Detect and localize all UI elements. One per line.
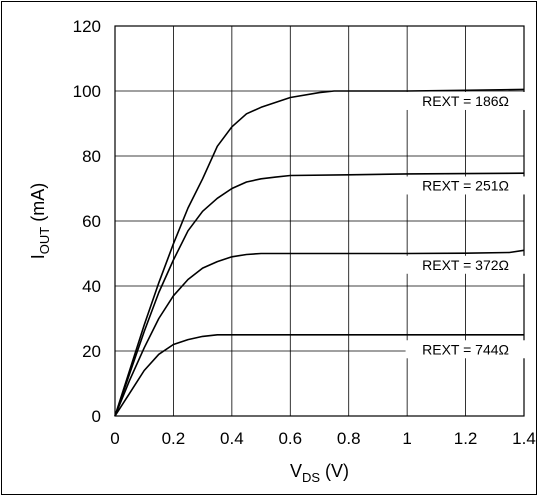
- y-axis-label-unit: (mA): [28, 183, 48, 227]
- y-tick-label: 100: [73, 82, 101, 101]
- y-tick-labels: 0 20 40 60 80 100 120: [73, 17, 101, 426]
- x-axis-label-unit: (V): [320, 461, 349, 481]
- series-line-2: [114, 249, 525, 417]
- x-tick-labels: 0 0.2 0.4 0.6 0.8 1 1.2 1.4: [110, 429, 536, 448]
- x-axis-label-sub: DS: [302, 470, 320, 485]
- curve-label-0: REXT = 186Ω: [422, 93, 509, 109]
- series-lines: [114, 88, 525, 417]
- curve-label-bg-1: [405, 176, 526, 195]
- x-axis-label: VDS (V): [290, 461, 349, 485]
- curve-label-1: REXT = 251Ω: [422, 177, 509, 193]
- series-line-1: [114, 172, 525, 417]
- curve-label-3: REXT = 744Ω: [422, 341, 509, 357]
- y-tick-label: 80: [82, 147, 101, 166]
- curve-label-bg-0: [405, 91, 526, 110]
- y-tick-label: 0: [92, 407, 101, 426]
- plot-area: [114, 25, 525, 417]
- curve-labels: REXT = 186Ω REXT = 251Ω REXT = 372Ω REXT = …: [405, 91, 526, 359]
- curve-label-bg-3: [405, 340, 526, 359]
- x-tick-label: 0.6: [278, 429, 302, 448]
- x-tick-label: 1: [402, 429, 411, 448]
- y-tick-label: 60: [82, 212, 101, 231]
- y-tick-label: 120: [73, 17, 101, 36]
- x-tick-label: 1.2: [454, 429, 478, 448]
- x-tick-label: 1.4: [512, 429, 536, 448]
- x-tick-label: 0.8: [337, 429, 361, 448]
- series-line-0: [114, 88, 525, 417]
- y-axis-label: IOUT (mA): [28, 183, 52, 259]
- x-tick-label: 0.4: [220, 429, 244, 448]
- curve-label-bg-2: [405, 255, 526, 274]
- x-tick-label: 0: [110, 429, 119, 448]
- x-axis-label-main: V: [290, 461, 302, 481]
- y-tick-label: 40: [82, 277, 101, 296]
- y-axis-label-sub: OUT: [37, 227, 52, 255]
- y-axis-label-main: I: [28, 254, 48, 259]
- curve-label-2: REXT = 372Ω: [422, 257, 509, 273]
- y-tick-label: 20: [82, 342, 101, 361]
- x-tick-label: 0.2: [162, 429, 186, 448]
- series-line-3: [114, 334, 524, 417]
